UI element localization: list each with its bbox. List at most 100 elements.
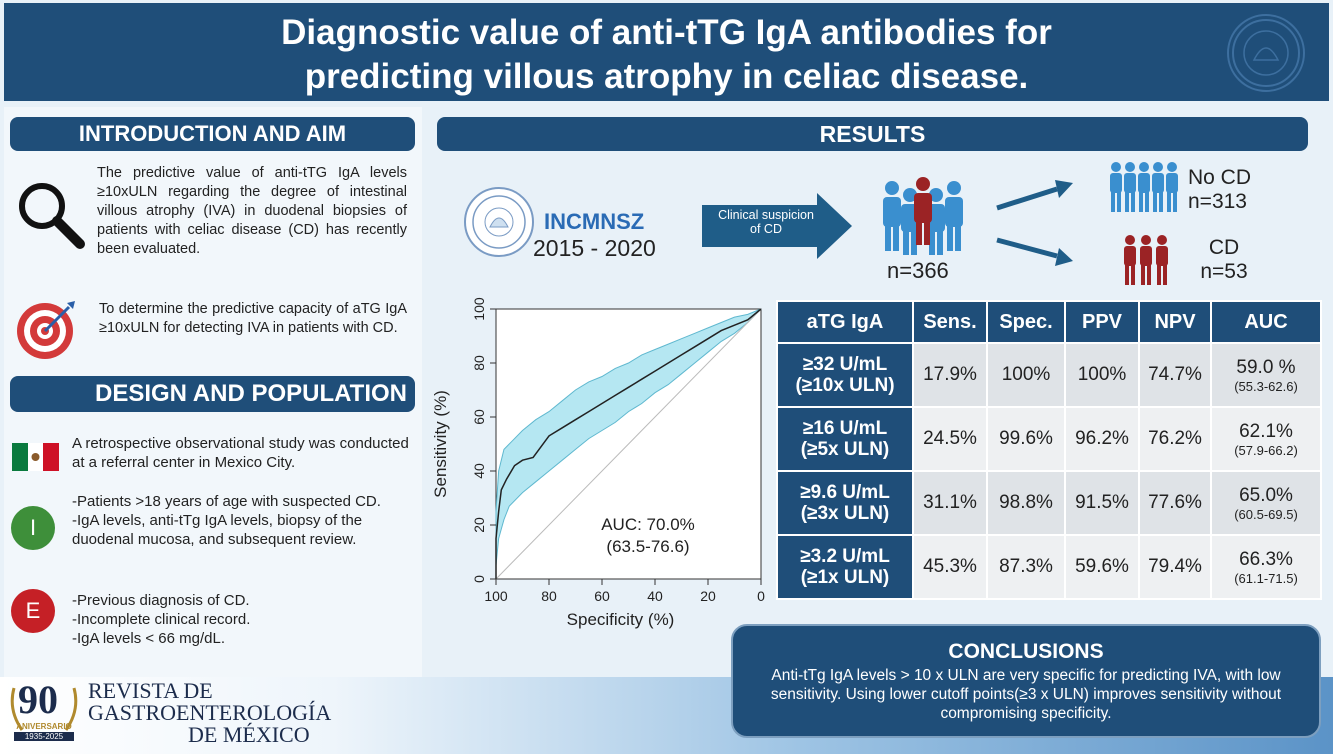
journal-line3: DE MÉXICO <box>188 722 310 747</box>
badge-number: 90 <box>18 677 58 722</box>
ppv-cell: 96.2% <box>1064 406 1140 472</box>
auc-ci: (55.3-62.6) <box>1234 378 1298 394</box>
auc-value: 66.3% <box>1239 548 1293 570</box>
auc-annotation: AUC: 70.0% <box>601 515 695 534</box>
cutoff-cell: ≥16 U/mL (≥5x ULN) <box>776 406 914 472</box>
table-header: PPV <box>1064 300 1140 344</box>
design-text: A retrospective observational study was … <box>72 435 409 471</box>
x-tick-label: 80 <box>541 588 557 604</box>
ppv-cell: 91.5% <box>1064 470 1140 536</box>
university-seal-icon <box>1227 14 1305 92</box>
split-arrows-icon <box>995 178 1077 268</box>
spec-cell: 100% <box>986 342 1066 408</box>
reference-diagonal <box>495 308 762 580</box>
header-banner: Diagnostic value of anti-tTG IgA antibod… <box>4 3 1329 101</box>
roc-curve <box>495 308 762 579</box>
no-cd-count: n=313 <box>1188 190 1247 213</box>
conclusions-box: CONCLUSIONS Anti-tTg IgA levels > 10 x U… <box>731 624 1321 738</box>
npv-cell: 74.7% <box>1138 342 1212 408</box>
design-heading: DESIGN AND POPULATION <box>10 376 415 412</box>
y-tick-label: 80 <box>471 355 487 371</box>
poster-title-line2: predicting villous atrophy in celiac dis… <box>304 57 1029 96</box>
table-header: NPV <box>1138 300 1212 344</box>
cutoff-cell: ≥9.6 U/mL (≥3x ULN) <box>776 470 914 536</box>
cd-group-icon <box>1122 233 1170 287</box>
cutoff-uln: (≥5x ULN) <box>800 439 890 460</box>
institution-name: INCMNSZ <box>544 209 645 234</box>
table-row: ≥16 U/mL (≥5x ULN) 24.5% 99.6% 96.2% 76.2… <box>776 406 1322 472</box>
npv-cell: 79.4% <box>1138 534 1212 600</box>
exclusion-badge: E <box>11 589 55 633</box>
x-axis-label: Specificity (%) <box>567 610 675 629</box>
auc-ci: (60.5-69.5) <box>1234 506 1298 522</box>
inclusion-criteria: -Patients >18 years of age with suspecte… <box>72 492 412 549</box>
sens-cell: 45.3% <box>912 534 988 600</box>
target-icon <box>15 299 77 361</box>
auc-value: 59.0 % <box>1236 356 1296 378</box>
table-header: aTG IgA <box>776 300 914 344</box>
inclusion-badge: I <box>11 506 55 550</box>
inclusion-line: -IgA levels, anti-tTg IgA levels, biopsy… <box>72 512 363 548</box>
y-tick-label: 60 <box>471 409 487 425</box>
aim-text: To determine the predictive capacity of … <box>99 301 407 336</box>
table-row: ≥9.6 U/mL (≥3x ULN) 31.1% 98.8% 91.5% 77.… <box>776 470 1322 536</box>
cutoff-value: ≥32 U/mL <box>802 354 888 375</box>
y-tick-label: 0 <box>471 575 487 583</box>
cutoff-uln: (≥3x ULN) <box>800 503 890 524</box>
auc-ci: (61.1-71.5) <box>1234 570 1298 586</box>
auc-cell: 65.0% (60.5-69.5) <box>1210 470 1322 536</box>
auc-ci: (57.9-66.2) <box>1234 442 1298 458</box>
no-cd-summary: No CD n=313 <box>1188 166 1251 214</box>
study-years: 2015 - 2020 <box>533 235 656 261</box>
x-tick-label: 0 <box>757 588 765 604</box>
results-table-wrap: aTG IgA Sens. Spec. PPV NPV AUC ≥32 U/mL… <box>776 300 1322 600</box>
intro-text: The predictive value of anti-tTG IgA lev… <box>97 165 407 257</box>
exclusion-line: -IgA levels < 66 mg/dL. <box>72 630 226 647</box>
cutoff-cell: ≥32 U/mL (≥10x ULN) <box>776 342 914 408</box>
x-tick-label: 60 <box>594 588 610 604</box>
auc-value: 65.0% <box>1239 484 1293 506</box>
inclusion-line: -Patients >18 years of age with suspecte… <box>72 493 381 510</box>
ppv-cell: 59.6% <box>1064 534 1140 600</box>
badge-years: 1935-2025 <box>14 732 74 741</box>
cutoff-value: ≥16 U/mL <box>802 418 888 439</box>
x-tick-label: 20 <box>700 588 716 604</box>
spec-cell: 87.3% <box>986 534 1066 600</box>
journal-line2: GASTROENTEROLOGÍA <box>88 700 332 725</box>
auc-ci-annotation: (63.5-76.6) <box>606 537 689 556</box>
mexico-flag-icon <box>12 443 59 471</box>
table-header: AUC <box>1210 300 1322 344</box>
cutoff-uln: (≥10x ULN) <box>795 375 895 396</box>
journal-name: REVISTA DE GASTROENTEROLOGÍA DE MÉXICO <box>88 680 331 746</box>
npv-cell: 77.6% <box>1138 470 1212 536</box>
intro-heading: INTRODUCTION AND AIM <box>10 117 415 151</box>
clinical-suspicion-arrow <box>702 193 852 259</box>
results-table: aTG IgA Sens. Spec. PPV NPV AUC ≥32 U/mL… <box>776 300 1322 600</box>
cutoff-cell: ≥3.2 U/mL (≥1x ULN) <box>776 534 914 600</box>
no-cd-group-icon <box>1108 160 1180 214</box>
table-row: ≥3.2 U/mL (≥1x ULN) 45.3% 87.3% 59.6% 79.… <box>776 534 1322 600</box>
no-cd-label: No CD <box>1188 166 1252 189</box>
sens-cell: 31.1% <box>912 470 988 536</box>
poster-title-line1: Diagnostic value of anti-tTG IgA antibod… <box>281 13 1052 52</box>
exclusion-line: -Incomplete clinical record. <box>72 611 251 628</box>
table-header: Sens. <box>912 300 988 344</box>
cutoff-value: ≥3.2 U/mL <box>800 546 890 567</box>
people-group-icon <box>880 175 966 257</box>
laurel-icon <box>10 687 78 731</box>
x-tick-label: 100 <box>484 588 508 604</box>
auc-cell: 59.0 % (55.3-62.6) <box>1210 342 1322 408</box>
exclusion-line: -Previous diagnosis of CD. <box>72 592 250 609</box>
institution-seal-icon <box>462 185 536 259</box>
cd-label: CD <box>1208 236 1240 259</box>
auc-value: 62.1% <box>1239 420 1293 442</box>
results-heading: RESULTS <box>437 117 1308 151</box>
conclusions-text: Anti-tTg IgA levels > 10 x ULN are very … <box>770 667 1282 722</box>
auc-cell: 62.1% (57.9-66.2) <box>1210 406 1322 472</box>
npv-cell: 76.2% <box>1138 406 1212 472</box>
y-tick-label: 20 <box>471 517 487 533</box>
magnifier-icon <box>14 178 90 254</box>
y-tick-label: 100 <box>471 297 487 321</box>
spec-cell: 99.6% <box>986 406 1066 472</box>
table-header: Spec. <box>986 300 1066 344</box>
